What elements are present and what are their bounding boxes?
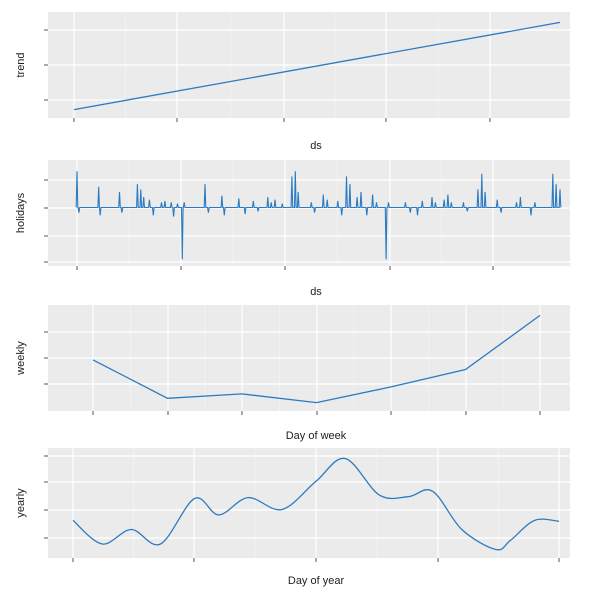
weekly-ticks (44, 331, 541, 415)
yearly-plot-area (48, 448, 570, 558)
yearly-y-axis-label: yearly (15, 488, 27, 518)
holidays-ticks (44, 179, 494, 270)
yearly-series-line (72, 457, 560, 551)
weekly-gridlines (48, 305, 570, 411)
trend-ticks (44, 29, 491, 122)
weekly-y-axis-label: weekly (15, 341, 27, 376)
yearly-panel: yearly Day of year (15, 448, 570, 587)
holidays-panel: holidays ds (15, 160, 570, 298)
holidays-series-line (75, 171, 562, 260)
yearly-x-axis-label: Day of year (288, 575, 345, 587)
holidays-y-axis-label: holidays (15, 192, 27, 233)
weekly-panel: weekly Day of week (15, 305, 570, 442)
trend-gridlines (48, 12, 570, 118)
holidays-plot-area (48, 160, 570, 266)
weekly-series-line (92, 314, 541, 404)
trend-y-axis-label: trend (15, 52, 27, 77)
trend-series-line (73, 21, 561, 111)
trend-panel: trend ds (15, 12, 570, 152)
yearly-gridlines (48, 448, 570, 558)
trend-x-axis-label: ds (310, 140, 322, 152)
weekly-x-axis-label: Day of week (286, 430, 347, 442)
holidays-x-axis-label: ds (310, 286, 322, 298)
yearly-ticks (44, 455, 560, 562)
